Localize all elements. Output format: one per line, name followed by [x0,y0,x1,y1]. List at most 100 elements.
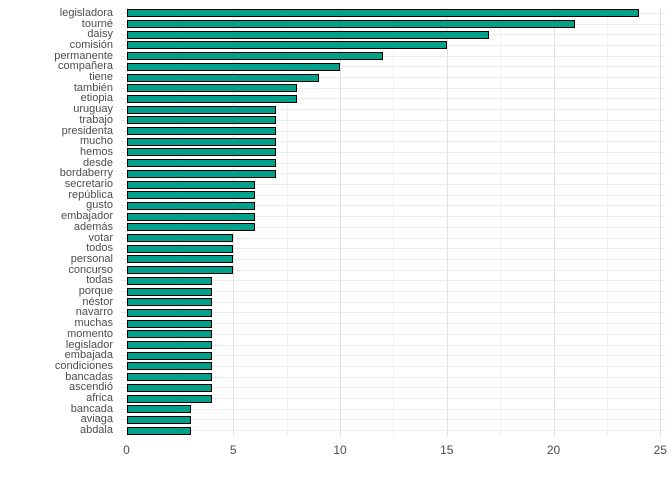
category-gridline [121,312,665,314]
y-axis-label: comisión [69,38,113,51]
category-gridline [121,269,665,271]
minor-gridline [500,8,502,436]
bar [126,180,255,189]
major-gridline [446,8,448,436]
minor-gridline [393,8,395,436]
bar [126,330,212,339]
y-axis-label: muchas [74,317,113,330]
bar [126,287,212,296]
bar [126,116,276,125]
category-gridline [121,408,665,410]
category-gridline [121,130,665,132]
bar [126,244,234,253]
category-gridline [121,162,665,164]
y-axis-label: todas [86,274,113,287]
bar [126,159,276,168]
bar [126,201,255,210]
bar [126,41,447,50]
major-gridline [553,8,555,436]
y-axis-label: africa [86,392,113,405]
bar [126,52,383,61]
bar [126,212,255,221]
category-gridline [121,216,665,218]
y-axis-label: compañera [57,60,113,73]
x-axis-tick-label: 10 [333,443,347,457]
x-axis-tick-label: 15 [440,443,454,457]
minor-gridline [606,8,608,436]
category-gridline [121,151,665,153]
category-gridline [121,194,665,196]
category-gridline [121,173,665,175]
category-gridline [121,141,665,143]
bar [126,319,212,328]
y-axis-label: legisladora [59,6,113,19]
bar [126,148,276,157]
major-gridline [660,8,662,436]
y-axis-label: secretario [64,178,113,191]
bar [126,276,212,285]
y-axis-label: personal [70,252,113,265]
category-gridline [121,430,665,432]
y-axis-label: etiopia [80,92,113,105]
bar [126,308,212,317]
major-gridline [126,8,128,436]
bar [126,94,298,103]
bar [126,105,276,114]
y-axis-label: bancadas [65,370,113,383]
bar [126,373,212,382]
bar [126,405,191,414]
bar [126,351,212,360]
bar [126,341,212,350]
bar [126,383,212,392]
bar [126,415,191,424]
bar [126,62,340,71]
bar [126,84,298,93]
category-gridline [121,66,665,68]
bar [126,394,212,403]
y-axis-label: daisy [87,28,113,41]
y-axis-label: legislador [65,338,113,351]
category-gridline [121,355,665,357]
category-gridline [121,258,665,260]
x-axis-labels: 0 5 10 15 20 25 [0,443,672,459]
category-gridline [121,205,665,207]
bar [126,234,234,243]
category-gridline [121,184,665,186]
bar [126,169,276,178]
category-gridline [121,291,665,293]
y-axis-label: porque [78,285,113,298]
category-gridline [121,55,665,57]
y-axis-label: bordaberry [59,167,113,180]
x-axis-tick-label: 5 [229,443,237,457]
y-axis-label: tourné [81,17,113,30]
y-axis-label: embajada [64,349,113,362]
category-gridline [121,333,665,335]
y-axis-label: también [73,81,113,94]
bar [126,426,191,435]
category-gridline [121,301,665,303]
x-axis-tick-label: 0 [123,443,130,457]
plot-panel [121,8,665,436]
y-axis-label: votar [88,231,113,244]
y-axis-label: bancada [70,402,113,415]
y-axis-labels: legisladora tourné daisy comisión permanente… [0,6,117,436]
y-axis-label: condiciones [54,359,113,372]
category-gridline [121,376,665,378]
bar [126,255,234,264]
bar [126,298,212,307]
bar [126,362,212,371]
y-axis-label: ascendió [68,381,113,394]
category-gridline [121,226,665,228]
bar [126,20,575,29]
y-axis-label: uruguay [73,103,113,116]
category-gridline [121,280,665,282]
major-gridline [233,8,235,436]
y-axis-label: todos [86,242,113,255]
y-axis-label: república [68,188,113,201]
minor-gridline [179,8,181,436]
y-axis-label: mucho [79,135,113,148]
y-axis-label: presidenta [61,124,113,137]
y-axis-label: permanente [54,49,113,62]
category-gridline [121,119,665,121]
bar [126,9,639,18]
